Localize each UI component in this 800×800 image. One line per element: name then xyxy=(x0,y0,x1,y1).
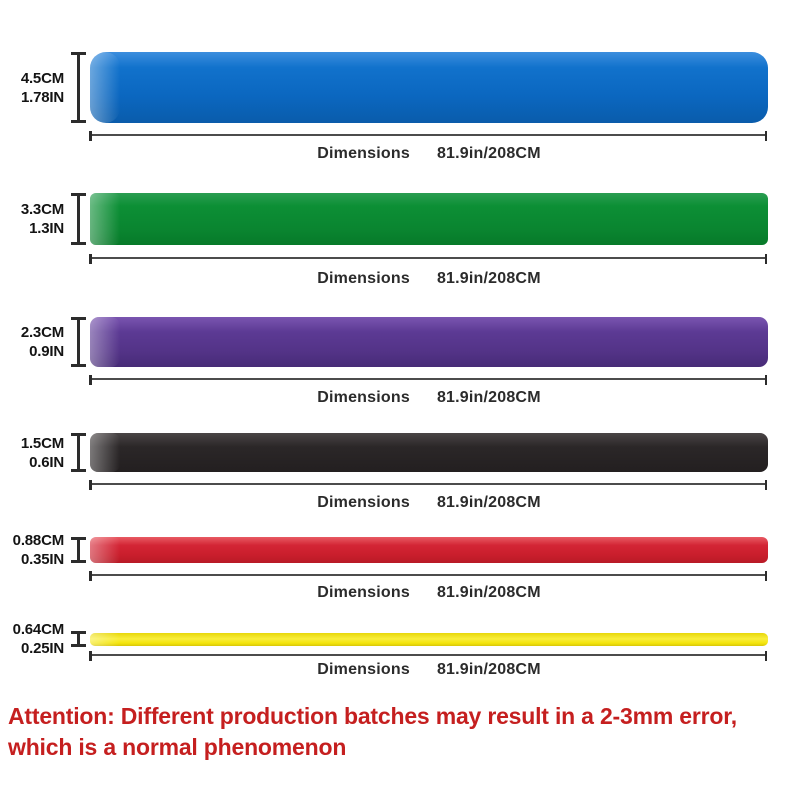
width-in-value: 0.9IN xyxy=(29,343,64,360)
dimension-value: 81.9in/208CM xyxy=(436,494,541,511)
dimension-tick-left xyxy=(89,254,92,264)
dimension-caption: Dimensions 81.9in/208CM xyxy=(90,584,768,602)
resistance-band-green xyxy=(90,193,768,245)
attention-note: Attention: Different production batches … xyxy=(8,701,798,763)
dimension-tick-left xyxy=(89,131,92,141)
attention-line-2: which is a normal phenomenon xyxy=(8,734,347,760)
width-cm-value: 1.5CM xyxy=(20,434,64,452)
dimension-tick-left xyxy=(89,375,92,385)
length-dimension-line xyxy=(89,131,767,141)
dimension-caption: Dimensions 81.9in/208CM xyxy=(90,389,768,407)
dimension-tick-right xyxy=(764,375,767,385)
length-dimension-line xyxy=(89,254,767,264)
dimension-caption: Dimensions 81.9in/208CM xyxy=(90,661,768,679)
dimension-tick-left xyxy=(89,651,92,661)
width-measure-bracket xyxy=(71,193,86,245)
width-in-value: 0.6IN xyxy=(29,453,64,471)
dimension-label: Dimensions xyxy=(317,145,410,162)
width-in-value: 0.25IN xyxy=(21,640,64,657)
width-in-value: 1.78IN xyxy=(21,88,64,106)
dimension-value: 81.9in/208CM xyxy=(436,145,541,162)
width-measure-bracket xyxy=(71,631,86,647)
dimension-tick-right xyxy=(764,480,767,490)
band-width-label: 0.88CM 0.35IN xyxy=(0,532,65,568)
dimension-tick-right xyxy=(764,131,767,141)
dimension-label: Dimensions xyxy=(317,389,410,406)
dimension-caption: Dimensions 81.9in/208CM xyxy=(90,145,768,163)
band-width-label: 2.3CM 0.9IN xyxy=(0,317,64,367)
dimension-value: 81.9in/208CM xyxy=(436,270,541,287)
width-measure-bracket xyxy=(71,433,86,472)
resistance-band-yellow xyxy=(90,633,768,646)
width-cm-value: 4.5CM xyxy=(20,69,64,87)
length-dimension-line xyxy=(89,571,767,581)
width-cm-value: 2.3CM xyxy=(20,324,64,341)
length-dimension-line xyxy=(89,480,767,490)
resistance-band-red xyxy=(90,537,768,563)
dimension-caption: Dimensions 81.9in/208CM xyxy=(90,494,768,512)
dimension-label: Dimensions xyxy=(317,270,410,287)
resistance-band-blue xyxy=(90,52,768,123)
width-measure-bracket xyxy=(71,317,86,367)
band-width-label: 1.5CM 0.6IN xyxy=(0,433,64,472)
dimension-tick-left xyxy=(89,480,92,490)
dimension-tick-right xyxy=(764,651,767,661)
length-dimension-line xyxy=(89,375,767,385)
dimension-value: 81.9in/208CM xyxy=(436,661,541,678)
dimension-tick-right xyxy=(764,571,767,581)
dimension-label: Dimensions xyxy=(317,661,410,678)
dimension-value: 81.9in/208CM xyxy=(436,389,541,406)
width-cm-value: 0.64CM xyxy=(12,621,65,638)
dimension-tick-right xyxy=(764,254,767,264)
band-width-label: 3.3CM 1.3IN xyxy=(0,193,64,245)
length-dimension-line xyxy=(89,651,767,661)
dimension-label: Dimensions xyxy=(317,584,410,601)
band-width-label: 4.5CM 1.78IN xyxy=(0,52,64,123)
width-in-value: 0.35IN xyxy=(21,551,64,568)
resistance-band-purple xyxy=(90,317,768,367)
width-cm-value: 3.3CM xyxy=(20,201,64,218)
width-in-value: 1.3IN xyxy=(29,220,64,237)
band-width-label: 0.64CM 0.25IN xyxy=(0,614,65,664)
dimension-caption: Dimensions 81.9in/208CM xyxy=(90,270,768,288)
width-measure-bracket xyxy=(71,52,86,123)
dimension-label: Dimensions xyxy=(317,494,410,511)
resistance-band-black xyxy=(90,433,768,472)
width-cm-value: 0.88CM xyxy=(12,532,65,549)
attention-line-1: Attention: Different production batches … xyxy=(8,703,737,729)
dimension-value: 81.9in/208CM xyxy=(436,584,541,601)
dimension-tick-left xyxy=(89,571,92,581)
width-measure-bracket xyxy=(71,537,86,563)
